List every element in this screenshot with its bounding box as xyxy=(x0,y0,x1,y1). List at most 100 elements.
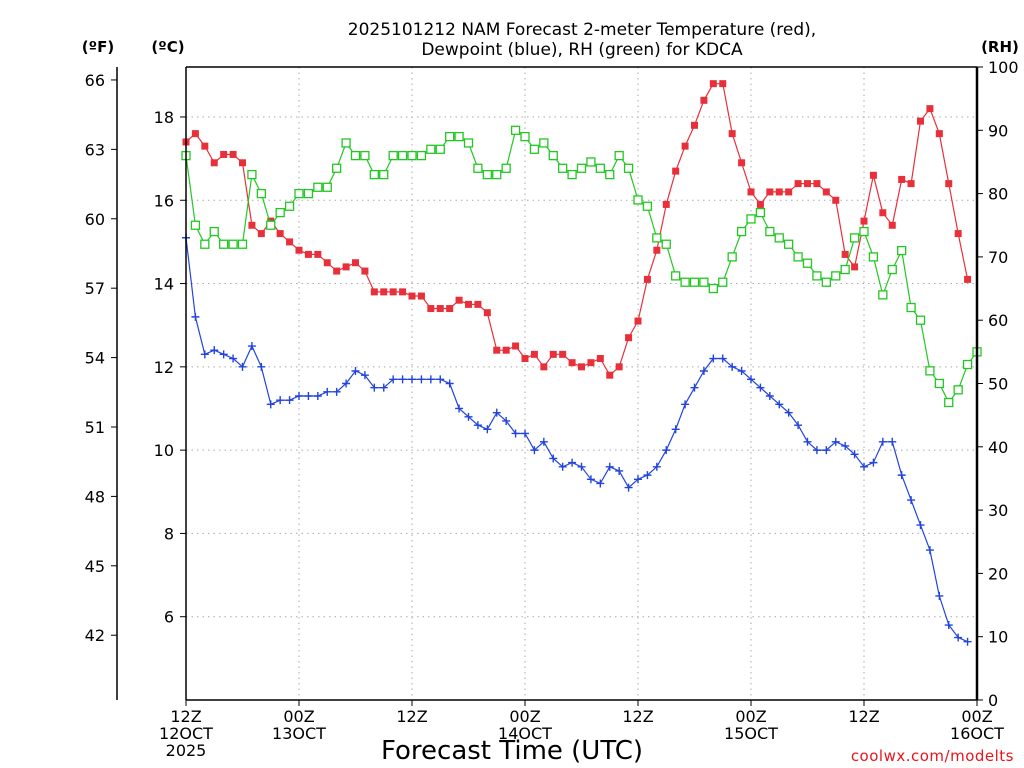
data-point-dewpoint xyxy=(586,475,595,484)
grid-lines xyxy=(186,67,977,700)
data-point-dewpoint xyxy=(775,400,784,409)
data-point-rh xyxy=(473,163,483,173)
data-point-temperature xyxy=(634,317,642,325)
data-point-dewpoint xyxy=(539,437,548,446)
data-point-dewpoint xyxy=(878,437,887,446)
data-point-rh xyxy=(708,283,718,294)
data-point-temperature xyxy=(446,305,454,313)
data-point-dewpoint xyxy=(794,421,803,430)
data-point-temperature xyxy=(220,150,228,158)
data-point-dewpoint xyxy=(963,637,972,646)
data-point-dewpoint xyxy=(699,367,708,376)
data-point-dewpoint xyxy=(398,375,407,384)
data-point-temperature xyxy=(436,305,444,313)
data-point-temperature xyxy=(399,288,407,296)
data-point-dewpoint xyxy=(944,621,953,630)
data-point-dewpoint xyxy=(624,483,633,492)
rh-tick-label: 90 xyxy=(988,121,1008,140)
data-point-temperature xyxy=(747,188,755,196)
data-point-rh xyxy=(558,163,568,173)
x-tick-label: 12OCT xyxy=(159,724,213,743)
data-point-rh xyxy=(953,385,963,395)
data-point-temperature xyxy=(964,275,972,283)
rh-tick-label: 60 xyxy=(988,311,1008,330)
data-point-temperature xyxy=(295,246,303,254)
data-point-temperature xyxy=(248,221,256,229)
data-point-dewpoint xyxy=(765,391,774,400)
x-tick-label: 2025 xyxy=(166,741,207,760)
data-point-dewpoint xyxy=(360,371,369,380)
credit-text: coolwx.com/modelts xyxy=(851,747,1014,765)
data-point-dewpoint xyxy=(473,421,482,430)
data-point-temperature xyxy=(785,188,793,196)
data-point-rh xyxy=(379,169,389,180)
series-dewpoint xyxy=(182,233,972,646)
data-point-rh xyxy=(652,233,662,243)
data-point-rh xyxy=(247,169,257,180)
data-point-dewpoint xyxy=(247,342,256,351)
data-point-rh xyxy=(802,258,813,268)
chart-title-line: 2025101212 NAM Forecast 2-meter Temperat… xyxy=(348,20,816,40)
data-point-temperature xyxy=(869,171,877,179)
data-point-temperature xyxy=(804,180,811,188)
data-point-dewpoint xyxy=(568,458,577,467)
data-point-dewpoint xyxy=(652,462,661,471)
data-point-rh xyxy=(812,271,822,281)
chart-title-line: Dewpoint (blue), RH (green) for KDCA xyxy=(421,40,743,60)
data-point-rh xyxy=(539,138,549,148)
rh-tick-label: 10 xyxy=(988,628,1008,647)
data-point-temperature xyxy=(643,275,651,283)
data-point-temperature xyxy=(766,188,774,196)
data-point-rh xyxy=(746,214,756,224)
data-point-rh xyxy=(445,131,455,142)
data-point-dewpoint xyxy=(605,462,614,471)
data-point-dewpoint xyxy=(888,437,897,446)
data-point-temperature xyxy=(615,363,623,371)
data-point-dewpoint xyxy=(615,466,624,475)
data-point-dewpoint xyxy=(342,379,351,388)
data-point-rh xyxy=(576,163,587,173)
data-point-temperature xyxy=(361,267,369,275)
data-point-dewpoint xyxy=(266,400,275,409)
data-point-temperature xyxy=(954,230,962,238)
data-point-dewpoint xyxy=(549,454,558,463)
data-point-rh xyxy=(906,302,916,313)
data-point-rh xyxy=(454,131,464,142)
x-tick-label: 12Z xyxy=(848,707,879,726)
data-point-dewpoint xyxy=(445,379,454,388)
data-point-rh xyxy=(755,207,766,218)
fahrenheit-tick-label: 63 xyxy=(85,140,105,159)
data-point-dewpoint xyxy=(313,391,322,400)
data-point-temperature xyxy=(907,180,915,188)
data-point-temperature xyxy=(352,259,359,267)
data-point-rh xyxy=(219,239,229,249)
data-point-temperature xyxy=(756,200,764,208)
data-point-dewpoint xyxy=(295,391,303,400)
data-point-rh xyxy=(322,182,332,192)
data-point-dewpoint xyxy=(860,462,868,471)
data-point-rh xyxy=(275,207,285,218)
data-point-dewpoint xyxy=(285,396,294,405)
data-point-rh xyxy=(388,150,398,161)
data-point-rh xyxy=(915,315,926,325)
data-point-temperature xyxy=(455,296,463,304)
data-point-temperature xyxy=(681,142,689,150)
data-point-dewpoint xyxy=(191,312,200,321)
x-tick-label: 14OCT xyxy=(498,724,552,743)
data-point-dewpoint xyxy=(323,387,332,396)
series-layer xyxy=(181,80,982,646)
data-point-dewpoint xyxy=(229,354,238,363)
data-point-temperature xyxy=(578,363,585,371)
axes xyxy=(111,66,983,706)
data-point-temperature xyxy=(559,350,567,358)
data-point-dewpoint xyxy=(907,496,916,505)
data-point-temperature xyxy=(832,196,840,204)
data-point-rh xyxy=(190,220,201,230)
data-point-rh xyxy=(897,245,907,256)
data-point-rh xyxy=(416,150,427,161)
data-point-temperature xyxy=(596,355,604,363)
series-line-dewpoint xyxy=(185,237,968,643)
celsius-tick-label: 6 xyxy=(164,608,174,627)
celsius-tick-label: 16 xyxy=(154,191,174,210)
data-point-temperature xyxy=(898,175,906,183)
